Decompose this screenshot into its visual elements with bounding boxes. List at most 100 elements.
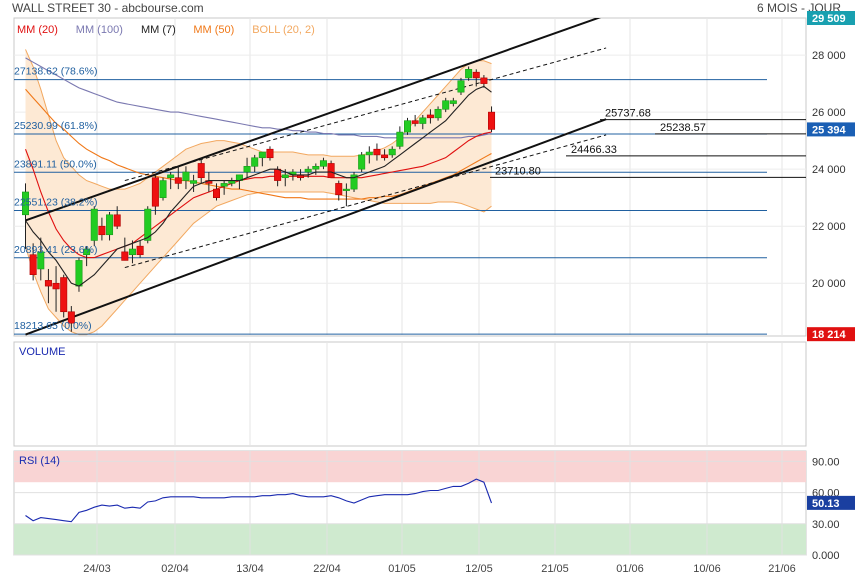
candle-body — [419, 117, 427, 124]
candle-body — [220, 183, 228, 187]
candle-body — [335, 183, 343, 196]
candle-body — [113, 214, 121, 227]
price-tag-label: 29 509 — [812, 13, 846, 25]
candle-body — [465, 69, 473, 79]
fibonacci-label: 27138.62 (78.6%) — [14, 66, 97, 78]
candle-body — [182, 171, 190, 181]
rsi-value-label: 50.13 — [812, 498, 840, 510]
candle-body — [488, 111, 496, 130]
candle-body — [21, 191, 29, 216]
candle-body — [136, 245, 144, 256]
volume-title: VOLUME — [19, 346, 65, 358]
support-resistance-label: 23710.80 — [495, 165, 541, 177]
candle-body — [266, 148, 274, 159]
y-tick-label: 24 000 — [812, 164, 846, 176]
candle-body — [281, 174, 289, 179]
fibonacci-label: 22551.23 (38.2%) — [14, 196, 97, 208]
price-tag — [807, 11, 855, 25]
candle-body — [106, 214, 114, 236]
candle-body — [90, 208, 98, 241]
candle-body — [258, 151, 266, 159]
fibonacci-label: 18213.65 (0.0%) — [14, 320, 92, 332]
rsi-title: RSI (14) — [19, 455, 60, 467]
candle-body — [151, 177, 159, 207]
price-tag-label: 25 394 — [812, 124, 847, 136]
dashed-channel-line — [124, 134, 607, 269]
candle-body — [472, 71, 480, 79]
candle-body — [403, 120, 411, 133]
candle-body — [365, 151, 373, 156]
price-tag — [807, 122, 855, 137]
candle-body — [434, 108, 442, 119]
x-tick-label: 24/03 — [83, 563, 111, 575]
rsi-line — [25, 478, 493, 523]
candle-body — [480, 77, 488, 84]
candle-body — [342, 188, 350, 191]
x-tick-label: 21/05 — [541, 563, 569, 575]
candle-body — [67, 311, 75, 324]
price-tag-label: 18 214 — [812, 329, 847, 341]
x-tick-label: 13/04 — [236, 563, 264, 575]
y-tick-label: 20 000 — [812, 278, 846, 290]
candle-body — [388, 148, 396, 156]
mm20-line — [24, 131, 492, 259]
candle-body — [190, 180, 198, 184]
legend-item: MM (100) — [76, 24, 123, 36]
candle-body — [358, 154, 366, 170]
rsi-overbought-zone — [14, 451, 806, 483]
candle-body — [167, 174, 175, 179]
candle-body — [411, 120, 419, 124]
candle-body — [144, 208, 152, 241]
fibonacci-label: 23891.11 (50.0%) — [14, 158, 97, 170]
legend-item: BOLL (20, 2) — [252, 24, 315, 36]
candle-body — [312, 166, 320, 170]
x-tick-label: 01/06 — [616, 563, 644, 575]
legend-item: MM (7) — [141, 24, 176, 36]
support-resistance-label: 24466.33 — [571, 144, 617, 156]
candle-body — [373, 148, 381, 156]
mm100-line — [25, 57, 492, 139]
candle-body — [304, 168, 312, 173]
candle-body — [319, 160, 327, 167]
candle-body — [197, 163, 205, 179]
candle-body — [350, 174, 358, 190]
candle-body — [213, 188, 221, 198]
x-tick-label: 02/04 — [161, 563, 189, 575]
price-tag — [807, 327, 855, 342]
x-tick-label: 21/06 — [768, 563, 796, 575]
fibonacci-label: 20893.41 (23.6%) — [14, 244, 97, 256]
y-tick-label: 26 000 — [812, 107, 846, 119]
trend-channel-line — [25, 18, 602, 222]
candle-body — [128, 248, 136, 256]
candle-body — [29, 254, 37, 275]
candle-body — [457, 80, 465, 93]
x-tick-label: 12/05 — [465, 563, 493, 575]
dashed-channel-line — [124, 47, 607, 182]
legend-item: MM (20) — [17, 24, 58, 36]
candle-body — [449, 100, 457, 104]
candle-body — [121, 251, 129, 261]
candle-body — [98, 225, 106, 236]
candle-body — [426, 114, 434, 119]
candle-body — [83, 248, 91, 256]
rsi-tick-label: 30.00 — [812, 519, 840, 531]
candle-body — [52, 282, 60, 290]
candle-body — [381, 154, 389, 159]
rsi-value-tag — [807, 495, 855, 510]
x-tick-label: 10/06 — [693, 563, 721, 575]
candle-body — [251, 157, 259, 167]
mm7-line — [25, 85, 492, 287]
trend-channel-line — [25, 118, 607, 336]
x-tick-label: 01/05 — [388, 563, 416, 575]
rsi-tick-label: 0.000 — [812, 550, 840, 562]
candle-body — [75, 260, 83, 287]
candle-body — [274, 168, 282, 181]
candle-body — [396, 131, 404, 147]
y-tick-label: 22 000 — [812, 221, 846, 233]
rsi-tick-label: 90.00 — [812, 456, 840, 468]
candle-body — [44, 280, 52, 287]
candle-body — [37, 251, 45, 270]
candle-body — [159, 180, 167, 198]
y-tick-label: 28 000 — [812, 50, 846, 62]
